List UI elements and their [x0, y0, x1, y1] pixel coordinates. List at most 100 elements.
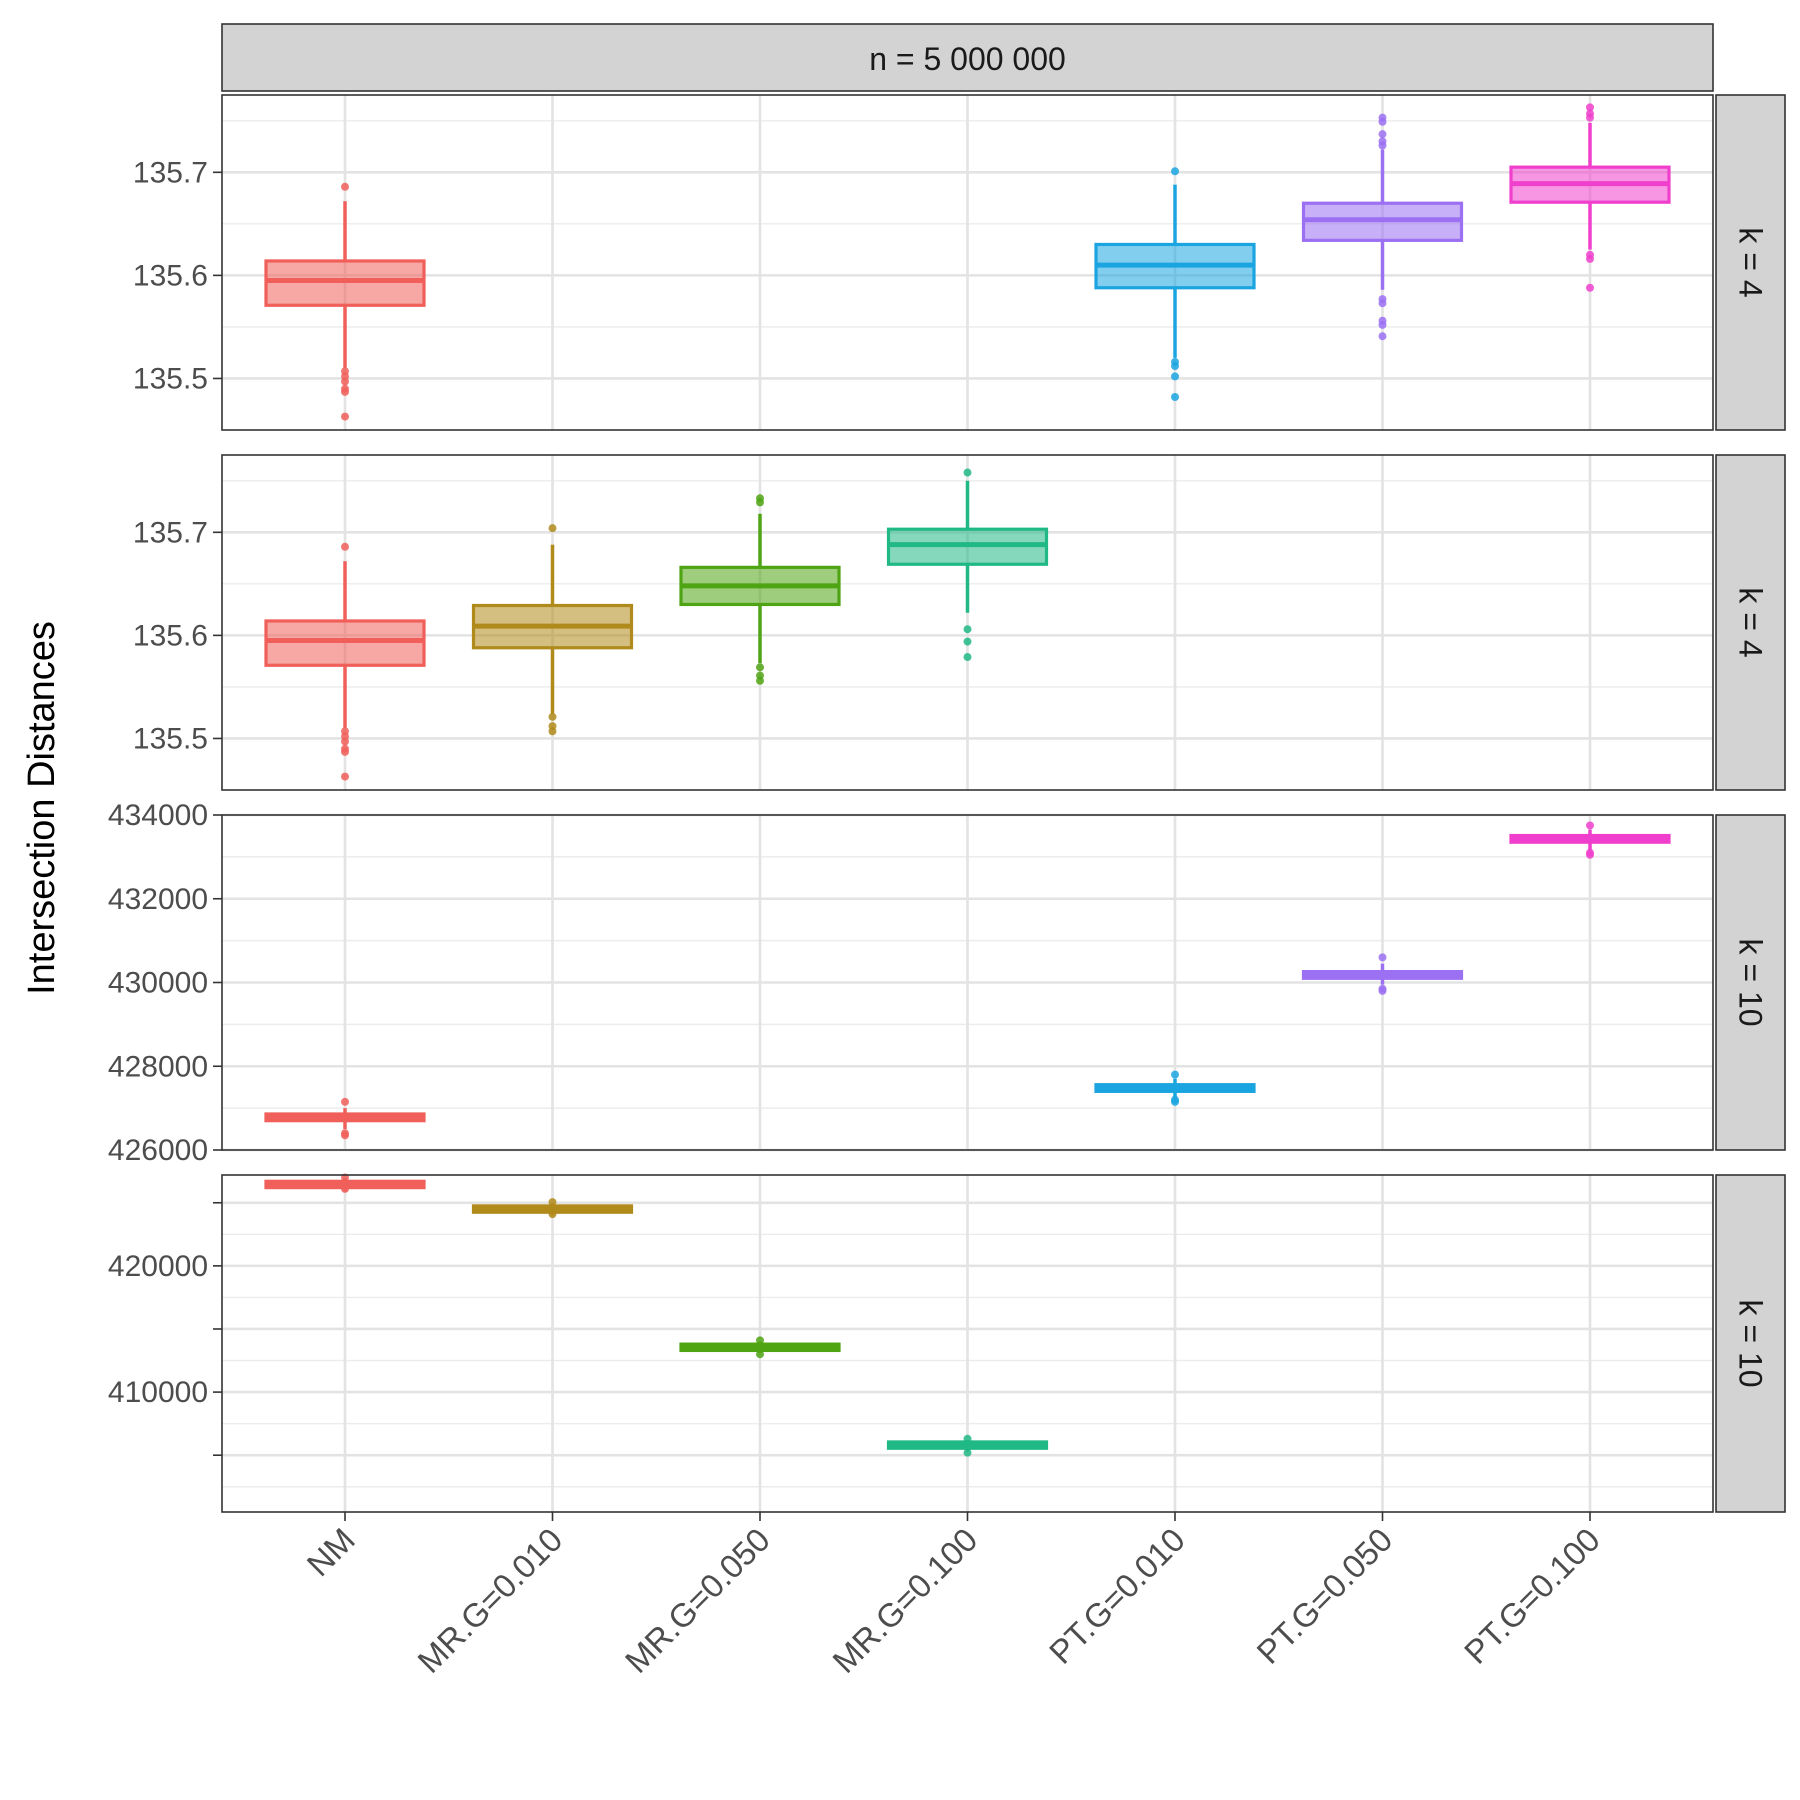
- panel-3: 426000 428000 430000 432000 434000 k = 10: [108, 799, 1786, 1167]
- panel-border: [221, 454, 1714, 791]
- outlier-point: [1171, 1070, 1179, 1079]
- column-strip: [221, 23, 1714, 92]
- outlier-point: [756, 676, 764, 685]
- box-MR.G=0.050: [679, 494, 841, 685]
- box-PT.G=0.010: [1094, 167, 1256, 402]
- outlier-point: [1171, 362, 1179, 371]
- y-tick-label: 410000: [108, 1376, 208, 1409]
- box-MR.G=0.100: [886, 1434, 1049, 1457]
- y-tick-label: 428000: [108, 1050, 208, 1083]
- box-NM: [264, 182, 426, 421]
- box-iqr: [264, 259, 426, 307]
- outlier-point: [1586, 848, 1594, 857]
- outlier-point: [1378, 320, 1387, 329]
- outlier-point: [1378, 117, 1387, 126]
- outlier-point: [963, 1448, 972, 1457]
- outlier-point: [341, 747, 349, 756]
- x-tick-label: MR.G=0.100: [825, 1521, 984, 1680]
- outlier-point: [341, 1184, 349, 1193]
- y-tick-label: 135.7: [133, 156, 208, 189]
- outlier-point: [756, 663, 764, 672]
- outlier-point: [963, 468, 972, 477]
- outlier-point: [1586, 254, 1594, 263]
- row-strip: [1715, 94, 1786, 431]
- row-strip-label: k = 4: [1733, 587, 1769, 657]
- box-MR.G=0.100: [886, 468, 1049, 662]
- outlier-point: [548, 1198, 557, 1207]
- outlier-point: [1378, 984, 1387, 993]
- outlier-point: [548, 524, 557, 533]
- outlier-point: [341, 377, 349, 386]
- panel-border: [221, 814, 1714, 1151]
- x-tick-label: MR.G=0.050: [618, 1521, 777, 1680]
- box-PT.G=0.050: [1301, 953, 1464, 995]
- outlier-point: [341, 542, 349, 551]
- box-iqr: [264, 619, 426, 667]
- box-PT.G=0.050: [1301, 113, 1464, 341]
- row-strip: [1715, 454, 1786, 791]
- outlier-point: [1171, 393, 1179, 402]
- outlier-point: [341, 1129, 349, 1138]
- y-tick-label: 432000: [108, 883, 208, 916]
- box-MR.G=0.010: [471, 524, 634, 736]
- box-NM: [264, 542, 426, 781]
- outlier-point: [1378, 299, 1387, 308]
- y-tick-label: 420000: [108, 1250, 208, 1283]
- y-tick-label: 135.5: [133, 362, 208, 395]
- outlier-point: [1378, 953, 1387, 962]
- y-tick-label: 426000: [108, 1134, 208, 1167]
- row-strip: [1715, 814, 1786, 1151]
- y-tick-label: 434000: [108, 799, 208, 832]
- row-strip-label: k = 4: [1733, 227, 1769, 297]
- column-strip-label: n = 5 000 000: [869, 41, 1066, 77]
- panel-border: [221, 94, 1714, 431]
- outlier-point: [1586, 283, 1594, 292]
- y-tick-label: 135.7: [133, 516, 208, 549]
- row-strip-label: k = 10: [1733, 1299, 1769, 1387]
- outlier-point: [963, 1434, 972, 1443]
- outlier-point: [341, 387, 349, 396]
- box-PT.G=0.100: [1509, 103, 1671, 292]
- row-strip: [1715, 1174, 1786, 1513]
- outlier-point: [341, 772, 349, 781]
- outlier-point: [341, 182, 349, 191]
- outlier-point: [341, 737, 349, 746]
- outlier-point: [963, 637, 972, 646]
- box-NM: [264, 1173, 426, 1193]
- outlier-point: [341, 412, 349, 421]
- outlier-point: [756, 1336, 764, 1345]
- y-tick-label: 135.5: [133, 722, 208, 755]
- outlier-point: [963, 625, 972, 634]
- box-MR.G=0.010: [471, 1198, 634, 1219]
- outlier-point: [1171, 167, 1179, 176]
- outlier-point: [1171, 1095, 1179, 1104]
- outlier-point: [1378, 130, 1387, 139]
- panel-4: 410000 420000 k = 10: [108, 1173, 1786, 1513]
- box-MR.G=0.050: [679, 1336, 841, 1359]
- x-tick-label: PT.G=0.050: [1249, 1521, 1399, 1671]
- x-tick-label: NM: [299, 1521, 361, 1583]
- outlier-point: [756, 1350, 764, 1359]
- outlier-point: [1378, 141, 1387, 150]
- outlier-point: [756, 498, 764, 507]
- panel-2: 135.5 135.6 135.7 k = 4: [133, 454, 1786, 791]
- outlier-point: [1171, 372, 1179, 381]
- x-tick-label: MR.G=0.010: [410, 1521, 569, 1680]
- outlier-point: [548, 1210, 557, 1219]
- outlier-point: [963, 653, 972, 662]
- outlier-point: [1586, 821, 1594, 830]
- outlier-point: [548, 712, 557, 721]
- outlier-point: [1586, 113, 1594, 122]
- outlier-point: [341, 1097, 349, 1106]
- x-tick-label: PT.G=0.100: [1457, 1521, 1607, 1671]
- y-tick-label: 135.6: [133, 619, 208, 652]
- outlier-point: [548, 727, 557, 736]
- box-NM: [264, 1097, 426, 1140]
- row-strip-label: k = 10: [1733, 938, 1769, 1026]
- box-PT.G=0.100: [1509, 821, 1671, 859]
- outlier-point: [1378, 332, 1387, 341]
- box-PT.G=0.010: [1094, 1070, 1256, 1106]
- x-tick-label: PT.G=0.010: [1042, 1521, 1192, 1671]
- y-axis-title: Intersection Distances: [21, 621, 63, 995]
